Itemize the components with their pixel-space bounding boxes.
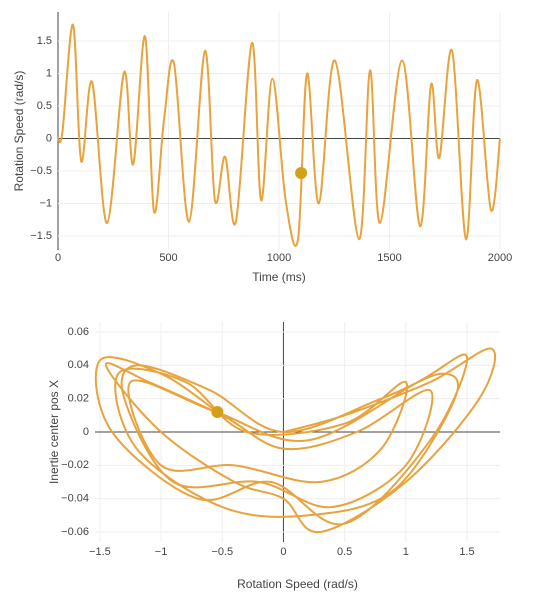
y-tick-label: 0.5 [37, 100, 52, 112]
x-axis-title: Time (ms) [252, 270, 306, 284]
y-tick-label: −1.5 [30, 230, 52, 242]
x-tick-label: 0 [55, 252, 61, 264]
y-tick-label: −0.06 [61, 526, 89, 538]
data-line [94, 347, 496, 534]
y-tick-label: 1.5 [37, 35, 52, 47]
y-tick-label: 0.04 [68, 359, 89, 371]
x-tick-label: 1.5 [459, 546, 474, 558]
y-tick-label: 0.02 [68, 393, 89, 405]
x-tick-label: 0.5 [337, 546, 352, 558]
x-tick-label: 500 [159, 252, 177, 264]
y-tick-label: 0 [83, 426, 89, 438]
y-tick-label: −0.04 [61, 493, 89, 505]
y-tick-label: −0.02 [61, 459, 89, 471]
y-tick-label: 1 [46, 67, 52, 79]
y-tick-label: −1 [39, 197, 52, 209]
x-tick-label: −1.5 [89, 546, 111, 558]
data-line [57, 23, 501, 247]
highlight-point [295, 166, 308, 179]
x-axis-title: Rotation Speed (rad/s) [237, 577, 358, 591]
x-tick-label: 2000 [488, 252, 512, 264]
highlight-point [211, 406, 224, 418]
x-tick-label: 1500 [377, 252, 401, 264]
x-tick-label: −0.5 [211, 546, 233, 558]
y-tick-label: −0.5 [30, 165, 52, 177]
x-tick-label: 1000 [267, 252, 291, 264]
y-tick-label: 0 [46, 132, 52, 144]
x-tick-label: 1 [403, 546, 409, 558]
x-tick-label: 0 [280, 546, 286, 558]
y-axis-title: Rotation Speed (rad/s) [12, 71, 26, 192]
y-axis-title: Inertie center pos X [47, 380, 61, 484]
y-tick-label: 0.06 [68, 326, 89, 338]
x-tick-label: −1 [155, 546, 168, 558]
